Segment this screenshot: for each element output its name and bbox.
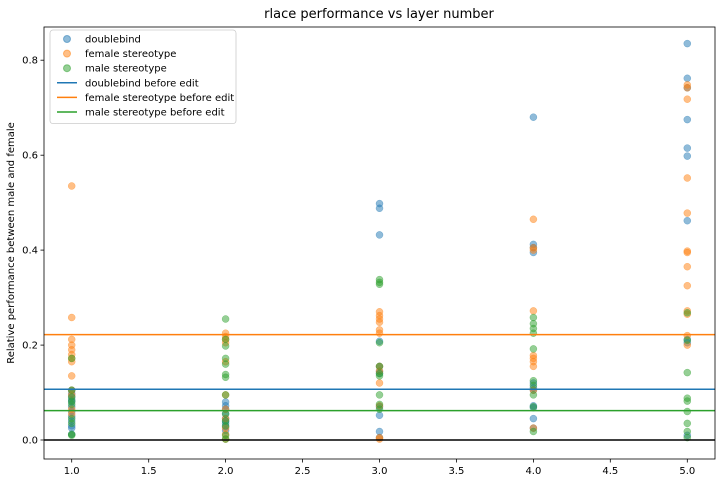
- data-point: [67, 386, 76, 394]
- x-tick-label: 2.0: [218, 466, 234, 477]
- data-point: [683, 152, 692, 160]
- data-point: [683, 39, 692, 48]
- x-tick-label: 3.5: [448, 466, 464, 477]
- data-point: [683, 407, 692, 416]
- data-point: [375, 231, 384, 239]
- y-axis: 0.0 0.2 0.4 0.6 0.8: [22, 56, 44, 447]
- data-point: [529, 246, 538, 254]
- data-point: [683, 309, 692, 317]
- legend-label: doublebind before edit: [85, 78, 199, 89]
- data-point: [67, 431, 76, 440]
- legend: doublebind female stereotype male stereoty…: [49, 29, 237, 124]
- data-point: [67, 354, 76, 363]
- data-point: [683, 281, 692, 290]
- data-point: [375, 329, 384, 337]
- legend-label: female stereotype: [85, 49, 176, 60]
- data-point: [221, 335, 230, 344]
- legend-marker: [63, 35, 71, 43]
- data-point: [529, 403, 538, 411]
- data-point: [529, 381, 538, 390]
- data-point: [529, 113, 538, 121]
- data-point: [375, 435, 384, 443]
- data-point: [67, 372, 76, 380]
- x-tick-label: 4.0: [525, 466, 541, 477]
- data-point: [67, 419, 76, 428]
- data-point: [375, 204, 384, 213]
- data-point: [683, 397, 692, 405]
- x-tick-label: 3.0: [372, 466, 388, 477]
- data-point: [529, 427, 538, 436]
- data-point: [375, 280, 384, 289]
- data-point: [683, 95, 692, 103]
- y-tick-label: 0.2: [22, 341, 38, 352]
- data-point: [67, 313, 76, 322]
- x-tick-label: 4.5: [602, 466, 618, 477]
- legend-label: female stereotype before edit: [85, 93, 234, 104]
- x-tick-label: 1.5: [141, 466, 157, 477]
- data-point: [529, 215, 538, 224]
- data-point: [529, 414, 538, 423]
- data-point: [67, 400, 76, 409]
- data-point: [375, 318, 384, 327]
- data-point: [375, 379, 384, 387]
- x-tick-label: 2.5: [295, 466, 311, 477]
- data-point: [221, 342, 230, 350]
- legend-label: male stereotype before edit: [85, 108, 225, 119]
- y-tick-label: 0.8: [22, 56, 38, 67]
- data-point: [529, 391, 538, 399]
- data-point: [375, 362, 384, 371]
- chart-title: rlace performance vs layer number: [264, 7, 494, 22]
- data-point: [375, 338, 384, 347]
- data-point: [683, 368, 692, 377]
- data-point: [683, 262, 692, 271]
- data-point: [529, 362, 538, 371]
- data-point: [221, 435, 230, 443]
- data-point: [683, 84, 692, 92]
- legend-box: [49, 29, 237, 124]
- data-point: [529, 345, 538, 353]
- y-tick-label: 0.0: [22, 436, 38, 447]
- data-point: [683, 248, 692, 257]
- data-point: [221, 422, 230, 430]
- data-point: [683, 216, 692, 225]
- series-male-stereotype: [67, 275, 692, 443]
- data-point: [221, 410, 230, 418]
- y-axis-label: Relative performance between male and fe…: [6, 122, 17, 364]
- x-tick-label: 5.0: [679, 466, 695, 477]
- data-point: [221, 373, 230, 382]
- y-tick-label: 0.6: [22, 151, 38, 162]
- data-point: [375, 372, 384, 380]
- x-axis: 1.0 1.5 2.0 2.5 3.0 3.5 4.0 4.5 5.0: [64, 459, 695, 477]
- data-point: [221, 391, 230, 399]
- data-point: [375, 405, 384, 413]
- data-point: [221, 360, 230, 368]
- data-point: [529, 329, 538, 337]
- y-tick-label: 0.4: [22, 246, 38, 257]
- x-tick-label: 1.0: [64, 466, 80, 477]
- legend-label: doublebind: [85, 35, 141, 46]
- data-point: [221, 315, 230, 323]
- data-point: [683, 419, 692, 428]
- data-point: [683, 209, 692, 217]
- legend-marker: [63, 64, 71, 73]
- legend-label: male stereotype: [85, 64, 167, 75]
- data-point: [683, 115, 692, 124]
- data-point: [375, 391, 384, 399]
- data-point: [683, 144, 692, 152]
- data-point: [683, 174, 692, 182]
- data-point: [683, 336, 692, 345]
- data-point: [683, 74, 692, 83]
- legend-marker: [63, 49, 71, 58]
- data-point: [67, 182, 76, 190]
- data-point: [529, 307, 538, 315]
